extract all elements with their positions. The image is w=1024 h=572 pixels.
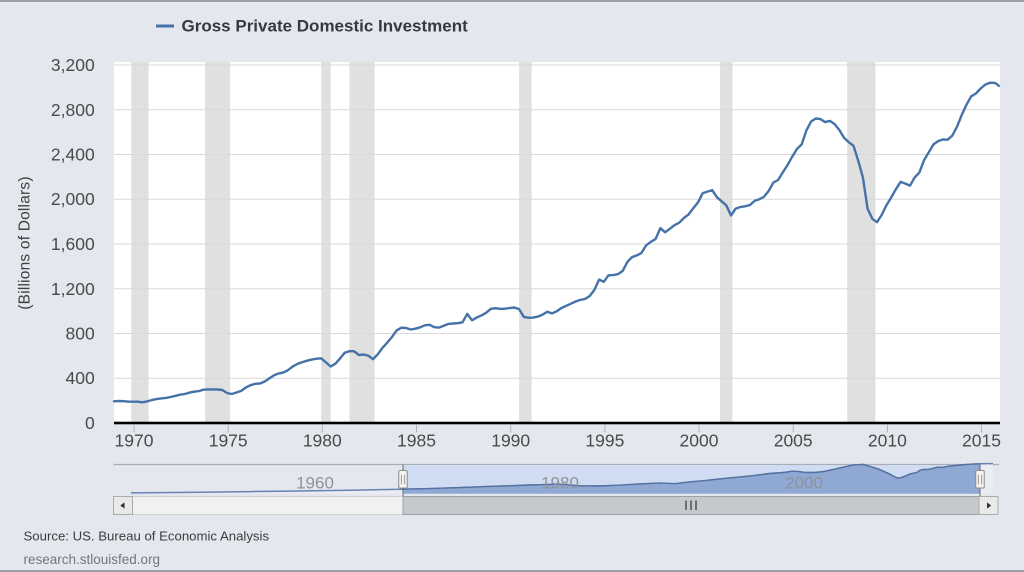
- svg-text:1960: 1960: [296, 474, 334, 493]
- svg-text:800: 800: [65, 324, 94, 344]
- svg-text:0: 0: [85, 413, 95, 433]
- svg-text:Gross Private Domestic Investm: Gross Private Domestic Investment: [182, 17, 469, 36]
- svg-text:1995: 1995: [585, 431, 624, 451]
- svg-text:400: 400: [65, 368, 94, 388]
- svg-text:1980: 1980: [541, 474, 579, 493]
- svg-text:Source: US. Bureau of Economic: Source: US. Bureau of Economic Analysis: [24, 529, 270, 544]
- svg-text:2,800: 2,800: [51, 100, 95, 120]
- svg-text:1980: 1980: [303, 431, 342, 451]
- svg-text:1990: 1990: [491, 431, 530, 451]
- svg-text:1,200: 1,200: [51, 279, 95, 299]
- svg-text:2,400: 2,400: [51, 145, 95, 165]
- svg-text:(Billions of Dollars): (Billions of Dollars): [17, 176, 34, 309]
- svg-text:1985: 1985: [397, 431, 436, 451]
- svg-text:2,000: 2,000: [51, 189, 95, 209]
- svg-text:research.stlouisfed.org: research.stlouisfed.org: [24, 552, 161, 567]
- svg-text:2000: 2000: [680, 431, 719, 451]
- svg-text:1975: 1975: [209, 431, 248, 451]
- svg-text:2015: 2015: [962, 431, 1001, 451]
- svg-text:3,200: 3,200: [51, 55, 95, 75]
- svg-text:2010: 2010: [868, 431, 907, 451]
- svg-text:2005: 2005: [774, 431, 813, 451]
- svg-text:1970: 1970: [115, 431, 154, 451]
- svg-text:2000: 2000: [785, 474, 823, 493]
- svg-text:1,600: 1,600: [51, 234, 95, 254]
